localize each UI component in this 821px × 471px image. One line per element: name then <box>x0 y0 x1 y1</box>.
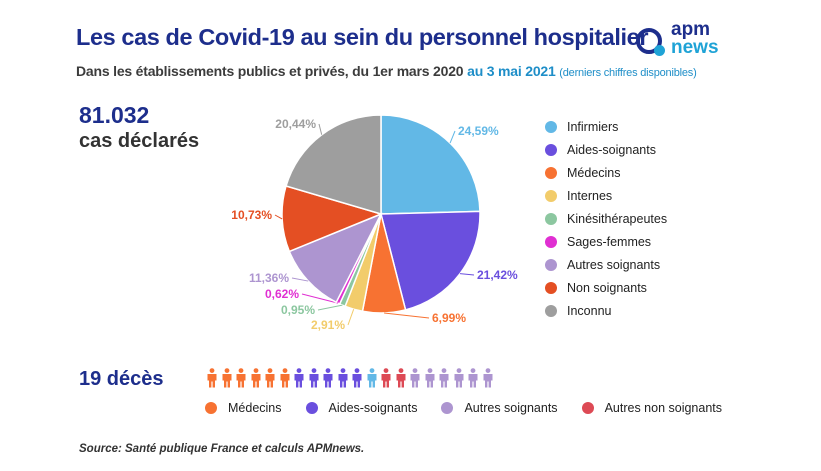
deaths-pictogram <box>206 368 496 388</box>
person-icon <box>294 368 304 388</box>
pie-label-6: 11,36% <box>249 271 289 285</box>
deaths-count: 19 décès <box>79 368 164 390</box>
deaths-legend-swatch <box>205 402 217 414</box>
pie-label-4: 0,95% <box>281 303 315 317</box>
legend-item-7: Non soignants <box>545 276 667 299</box>
deaths-legend-item-1: Aides-soignants <box>305 401 418 415</box>
legend-label: Aides-soignants <box>567 142 656 157</box>
legend-swatch <box>545 258 557 271</box>
pie-label-1: 21,42% <box>477 268 518 282</box>
person-icon <box>309 368 318 388</box>
legend-item-8: Inconnu <box>545 299 667 322</box>
person-icon <box>439 368 449 388</box>
total-cases-number: 81.032 <box>79 102 150 128</box>
legend-swatch <box>545 189 557 202</box>
logo-text-news: news <box>671 37 719 58</box>
deaths-legend-item-2: Autres soignants <box>441 401 558 415</box>
person-icon <box>323 368 333 388</box>
legend-item-5: Sages-femmes <box>545 230 667 253</box>
chart-title: Les cas de Covid-19 au sein du personnel… <box>76 24 649 50</box>
legend-label: Sages-femmes <box>567 234 652 249</box>
pie-label-3: 2,91% <box>311 318 345 332</box>
pie-slice-1 <box>380 210 481 311</box>
person-icon <box>207 368 217 388</box>
person-icon <box>454 368 463 388</box>
subtitle-highlight: au 3 mai 2021 <box>467 63 556 79</box>
person-icon <box>280 368 289 388</box>
person-icon <box>468 368 478 388</box>
deaths-legend-swatch <box>581 402 594 414</box>
legend-label: Autres soignants <box>567 257 661 272</box>
person-icon <box>381 368 391 388</box>
legend-swatch <box>545 120 557 133</box>
legend-item-2: Médecins <box>545 161 667 184</box>
pie-legend: Infirmiers Aides-soignants Médecins Interne… <box>545 115 667 322</box>
person-icon <box>410 368 420 388</box>
legend-label: Kinésithérapeutes <box>567 211 668 226</box>
leader-line-3 <box>347 308 355 326</box>
deaths-legend-item-3: Autres non soignants <box>581 401 723 415</box>
leader-line-4 <box>317 304 343 311</box>
leader-line-1 <box>459 273 475 276</box>
legend-swatch <box>545 235 557 248</box>
pie-slice-7 <box>281 185 384 253</box>
pie-label-0: 24,59% <box>458 124 499 138</box>
logo-text-apm: apm <box>671 19 711 40</box>
subtitle-note: (derniers chiffres disponibles) <box>559 67 697 79</box>
pie-label-5: 0,62% <box>265 287 299 301</box>
legend-item-6: Autres soignants <box>545 253 667 276</box>
person-icon <box>352 368 362 388</box>
leader-line-0 <box>449 130 456 144</box>
logo-ring-icon <box>636 28 665 56</box>
pie-slice-6 <box>288 212 383 304</box>
legend-label: Internes <box>567 188 613 203</box>
legend-item-0: Infirmiers <box>545 115 667 138</box>
deaths-legend-swatch <box>305 402 318 414</box>
pie-label-8: 20,44% <box>275 117 316 131</box>
legend-item-1: Aides-soignants <box>545 138 667 161</box>
legend-swatch <box>545 304 557 317</box>
source-note: Source: Santé publique France et calculs… <box>79 443 365 455</box>
pie-label-2: 6,99% <box>432 311 466 325</box>
chart-subtitle: Dans les établissements publics et privé… <box>76 63 697 79</box>
pie-label-7: 10,73% <box>231 208 272 222</box>
legend-swatch <box>545 281 557 294</box>
leader-line-7 <box>274 214 283 220</box>
leader-line-2 <box>384 312 430 319</box>
person-icon <box>483 368 492 388</box>
pie-slice-0 <box>380 114 481 215</box>
deaths-legend-item-0: Médecins <box>205 401 282 415</box>
legend-swatch <box>545 166 557 179</box>
apm-logo-icon: apm news <box>636 20 726 60</box>
person-icon <box>396 368 405 388</box>
person-icon <box>251 368 260 388</box>
legend-swatch <box>545 212 557 225</box>
deaths-legend: Médecins Aides-soignants Autres soignants A… <box>205 401 746 415</box>
legend-label: Inconnu <box>567 303 612 318</box>
legend-label: Médecins <box>567 165 621 180</box>
legend-swatch <box>545 143 557 156</box>
legend-item-4: Kinésithérapeutes <box>545 207 667 230</box>
leader-line-6 <box>291 277 309 282</box>
deaths-legend-swatch <box>441 402 454 414</box>
legend-label: Non soignants <box>567 280 647 295</box>
leader-line-5 <box>301 293 339 304</box>
total-cases-label: cas déclarés <box>79 130 200 152</box>
person-icon <box>367 368 376 388</box>
legend-label: Infirmiers <box>567 119 619 134</box>
person-icon <box>425 368 434 388</box>
deaths-legend-label: Autres non soignants <box>604 401 723 415</box>
person-icon <box>236 368 246 388</box>
subtitle-main: Dans les établissements publics et privé… <box>76 63 464 79</box>
deaths-legend-label: Médecins <box>228 401 282 415</box>
person-icon <box>338 368 347 388</box>
deaths-legend-label: Aides-soignants <box>328 401 418 415</box>
leader-line-8 <box>318 123 323 135</box>
deaths-legend-label: Autres soignants <box>464 401 558 415</box>
person-icon <box>222 368 231 388</box>
legend-item-3: Internes <box>545 184 667 207</box>
person-icon <box>265 368 275 388</box>
